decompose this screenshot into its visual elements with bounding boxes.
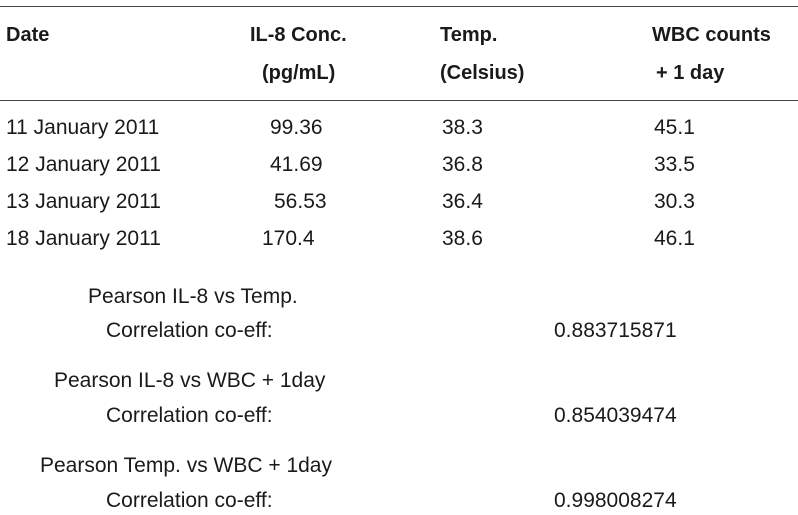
cell-wbc: 46.1 <box>654 227 695 250</box>
cell-temp: 38.3 <box>442 116 483 139</box>
cell-il8: 56.53 <box>274 190 327 213</box>
table-top-rule <box>0 6 798 7</box>
correlation-label: Correlation co-eff: <box>106 319 273 342</box>
correlation-value: 0.883715871 <box>554 319 677 342</box>
cell-temp: 36.8 <box>442 153 483 176</box>
header-temp-line2: (Celsius) <box>440 62 525 84</box>
cell-il8: 41.69 <box>270 153 323 176</box>
cell-wbc: 30.3 <box>654 190 695 213</box>
cell-wbc: 33.5 <box>654 153 695 176</box>
header-il8-line2: (pg/mL) <box>262 62 336 84</box>
correlation-title: Pearson IL-8 vs WBC + 1day <box>54 369 326 392</box>
cell-date: 11 January 2011 <box>6 116 160 139</box>
header-date: Date <box>6 24 50 46</box>
correlation-title: Pearson IL-8 vs Temp. <box>88 285 298 308</box>
cell-date: 12 January 2011 <box>6 153 161 176</box>
table-header-rule <box>0 100 798 101</box>
correlation-value: 0.854039474 <box>554 404 677 427</box>
correlation-label: Correlation co-eff: <box>106 404 273 427</box>
cell-date: 18 January 2011 <box>6 227 161 250</box>
cell-il8: 170.4 <box>262 227 315 250</box>
cell-wbc: 45.1 <box>654 116 695 139</box>
correlation-value: 0.998008274 <box>554 489 677 512</box>
cell-il8: 99.36 <box>270 116 323 139</box>
cell-date: 13 January 2011 <box>6 190 161 213</box>
header-wbc-line1: WBC counts <box>652 24 771 46</box>
header-temp-line1: Temp. <box>440 24 498 46</box>
correlation-title: Pearson Temp. vs WBC + 1day <box>40 454 332 477</box>
header-il8-line1: IL-8 Conc. <box>250 24 347 46</box>
correlation-label: Correlation co-eff: <box>106 489 273 512</box>
cell-temp: 36.4 <box>442 190 483 213</box>
cell-temp: 38.6 <box>442 227 483 250</box>
header-wbc-line2: + 1 day <box>656 62 725 84</box>
